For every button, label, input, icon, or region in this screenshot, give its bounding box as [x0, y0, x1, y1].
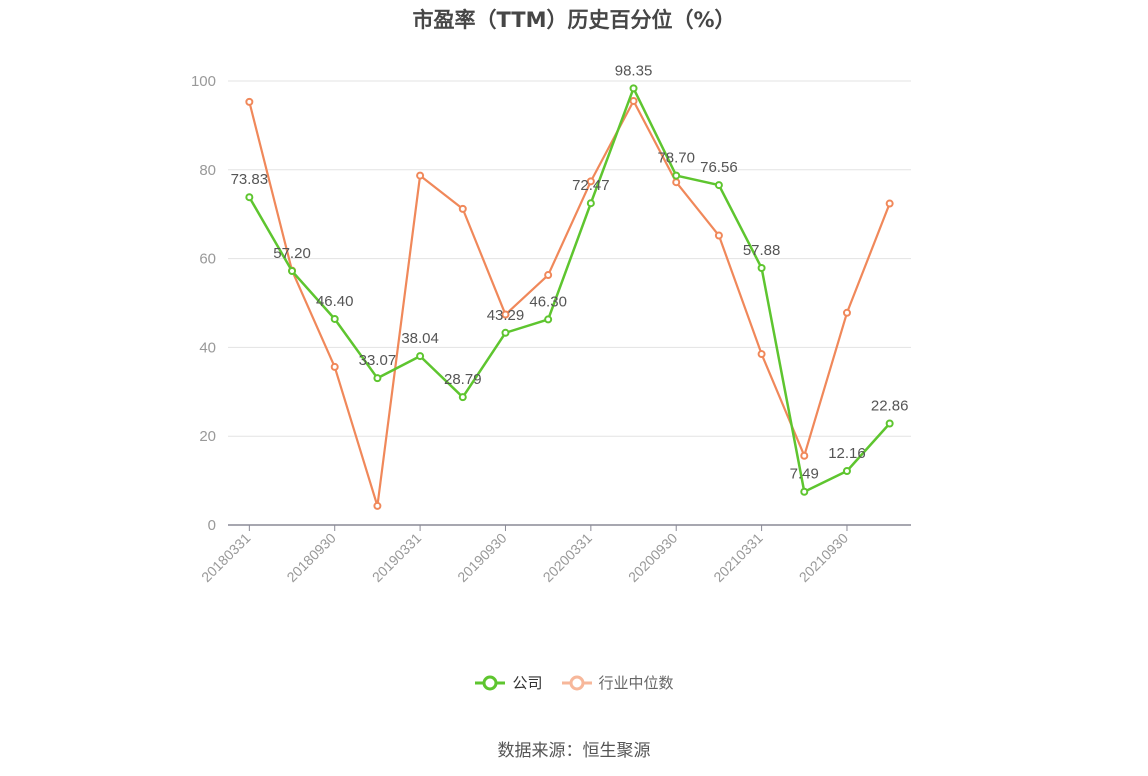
x-tick-label: 20210331	[710, 530, 766, 586]
series-lines	[245, 84, 894, 510]
data-point-company	[757, 264, 766, 273]
series-line-company	[248, 87, 891, 493]
data-label-company: 28.79	[444, 371, 482, 388]
x-tick-label: 20190331	[369, 530, 425, 586]
data-point-company	[544, 315, 553, 324]
data-point-company	[800, 487, 809, 496]
source-note: 数据来源：恒生聚源	[497, 741, 651, 761]
y-tick-label: 100	[191, 73, 216, 90]
y-tick-label: 80	[199, 162, 216, 179]
legend-industry-icon	[561, 675, 592, 690]
x-tick-label: 20180930	[283, 530, 339, 586]
data-label-company: 98.35	[615, 62, 653, 79]
axes: 0 20 40 60 80 100 20180331 20180930 20190331 2019…	[191, 73, 911, 585]
data-point-industry-median	[885, 199, 894, 208]
data-point-industry-median	[800, 451, 809, 460]
data-point-industry-median	[757, 350, 766, 359]
data-label-company: 78.70	[657, 150, 695, 167]
data-label-company: 72.47	[572, 177, 610, 194]
data-point-industry-median	[672, 178, 681, 187]
data-point-industry-median	[330, 362, 339, 371]
data-label-company: 46.30	[529, 293, 567, 310]
data-point-company	[714, 181, 723, 190]
y-tick-label: 0	[208, 517, 216, 534]
legend-company-label: 公司	[512, 674, 543, 692]
data-label-company: 57.20	[273, 245, 311, 262]
series-line-industry-median	[248, 99, 891, 508]
data-point-company	[672, 171, 681, 180]
data-point-company	[288, 267, 297, 276]
data-label-company: 7.49	[790, 466, 819, 483]
data-point-industry-median	[629, 96, 638, 105]
data-label-company: 38.04	[401, 330, 439, 347]
legend-industry-label: 行业中位数	[598, 674, 674, 692]
y-tick-label: 20	[199, 428, 216, 445]
data-point-company	[586, 199, 595, 208]
line-chart: 0 20 40 60 80 100 20180331 20180930 20190331 2019…	[191, 62, 911, 585]
data-point-company	[842, 467, 851, 476]
data-point-industry-median	[458, 204, 467, 213]
data-point-company	[458, 393, 467, 402]
data-label-company: 22.86	[871, 398, 909, 415]
data-point-company	[629, 84, 638, 93]
data-point-company	[373, 374, 382, 383]
legend-item-industry-median[interactable]: 行业中位数	[561, 672, 674, 693]
data-point-industry-median	[586, 177, 595, 186]
data-label-company: 73.83	[231, 171, 269, 188]
data-point-industry-median	[245, 97, 254, 106]
data-point-company	[416, 352, 425, 361]
data-label-company: 57.88	[743, 242, 781, 259]
legend: 公司 行业中位数	[0, 672, 1148, 693]
x-tick-label: 20190930	[454, 530, 510, 586]
data-label-company: 12.16	[828, 445, 866, 462]
data-label-company: 46.40	[316, 293, 354, 310]
x-tick-label: 20180331	[198, 530, 254, 586]
data-point-industry-median	[501, 310, 510, 319]
data-label-company: 33.07	[359, 352, 397, 369]
data-point-company	[885, 419, 894, 428]
legend-item-company[interactable]: 公司	[474, 672, 543, 693]
data-label-company: 76.56	[700, 159, 738, 176]
data-point-company	[501, 328, 510, 337]
y-tick-label: 40	[199, 339, 216, 356]
data-point-industry-median	[714, 231, 723, 240]
x-tick-label: 20200331	[540, 530, 596, 586]
data-point-industry-median	[544, 271, 553, 280]
x-tick-label: 20210930	[796, 530, 852, 586]
data-point-company	[330, 314, 339, 323]
data-point-industry-median	[842, 308, 851, 317]
data-point-company	[245, 193, 254, 202]
x-tick-label: 20200930	[625, 530, 681, 586]
data-label-company: 43.29	[487, 307, 525, 324]
data-point-industry-median	[373, 501, 382, 510]
legend-company-icon	[475, 675, 506, 690]
data-point-industry-median	[416, 171, 425, 180]
y-tick-label: 60	[199, 251, 216, 268]
chart-title: 市盈率（TTM）历史百分位（%）	[412, 8, 736, 32]
